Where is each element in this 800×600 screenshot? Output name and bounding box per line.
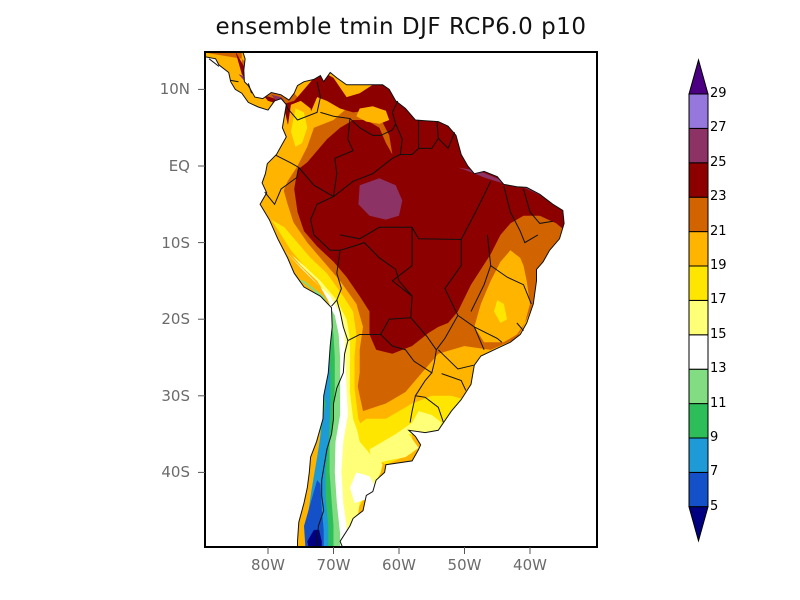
colorbar-over-triangle xyxy=(688,58,709,95)
plot-title: ensemble tmin DJF RCP6.0 p10 xyxy=(215,14,587,40)
country-border xyxy=(314,340,349,547)
lat-label-20s: 20S xyxy=(161,310,190,329)
country-border xyxy=(247,83,253,94)
country-border xyxy=(414,372,444,423)
band-below-5 xyxy=(307,529,322,547)
country-border xyxy=(409,395,416,423)
band-25-27-coast xyxy=(457,167,550,201)
country-border xyxy=(523,188,553,224)
colorbar-label: 15 xyxy=(710,326,727,342)
country-border xyxy=(437,132,456,150)
colorbar-label: 5 xyxy=(710,498,719,514)
colorbar-under-triangle xyxy=(688,506,709,543)
band-15-17-andes xyxy=(277,238,383,547)
colorbar-label: 17 xyxy=(710,292,727,308)
country-border xyxy=(435,239,462,351)
colorbar-label: 13 xyxy=(710,361,727,377)
country-border xyxy=(418,121,439,149)
band-17-19-spot xyxy=(494,300,508,323)
lon-ticks xyxy=(267,547,531,554)
band-15-17-pampas xyxy=(369,411,442,465)
country-border xyxy=(441,373,467,391)
lon-label-80w: 80W xyxy=(251,556,285,574)
colorbar-label: 27 xyxy=(710,120,727,136)
country-border xyxy=(349,100,399,136)
country-border xyxy=(208,58,220,67)
colorbar-label: 19 xyxy=(710,258,727,273)
colorbar-label: 23 xyxy=(710,189,727,205)
colorbar-label: 21 xyxy=(710,223,727,239)
colorbar-segment xyxy=(688,196,709,233)
lat-label-10s: 10S xyxy=(161,233,190,252)
colorbar-segment xyxy=(688,334,709,370)
colorbar-label: 29 xyxy=(710,86,727,101)
lat-label-30s: 30S xyxy=(161,386,190,405)
colorbar-label: 11 xyxy=(710,395,727,411)
band-25-27-amazon xyxy=(358,178,403,220)
country-border xyxy=(264,154,300,206)
country-border xyxy=(285,81,321,121)
map-frame xyxy=(204,51,598,548)
country-border xyxy=(490,265,532,305)
map-plot-area xyxy=(205,52,565,547)
colorbar-segment xyxy=(688,471,709,508)
lat-label-eq: EQ xyxy=(168,157,190,175)
band-19-21-east xyxy=(474,250,530,343)
country-border xyxy=(391,227,413,297)
country-border xyxy=(503,185,539,244)
temperature-field xyxy=(205,52,565,547)
colorbar-segment xyxy=(688,437,709,473)
country-border xyxy=(333,154,401,197)
lon-label-70w: 70W xyxy=(316,556,351,574)
country-border xyxy=(473,326,485,350)
country-border xyxy=(336,242,413,342)
lon-label-60w: 60W xyxy=(382,556,416,574)
lat-label-10n: 10N xyxy=(159,80,190,99)
colorbar-label: 9 xyxy=(710,430,719,445)
country-border xyxy=(380,317,437,374)
lon-label-50w: 50W xyxy=(447,556,482,574)
colorbar-segment xyxy=(688,299,709,336)
colorbar-segment xyxy=(688,265,709,301)
country-border xyxy=(395,120,420,155)
colorbar-segment xyxy=(688,162,709,198)
colorbar-segment xyxy=(688,231,709,267)
colorbar-label: 25 xyxy=(710,154,727,170)
colorbar-segment xyxy=(688,403,709,439)
colorbar-segment xyxy=(688,368,709,405)
country-border xyxy=(340,181,492,241)
lat-ticks xyxy=(198,88,205,473)
country-border xyxy=(229,79,239,83)
country-border xyxy=(470,234,492,312)
country-border xyxy=(298,167,342,307)
lat-label-40s: 40S xyxy=(161,463,190,482)
country-border xyxy=(516,322,524,332)
colorbar-segment xyxy=(688,127,709,164)
country-border xyxy=(437,349,474,370)
coastline xyxy=(205,52,565,547)
band-19-21-guiana xyxy=(356,106,390,124)
colorbar-segment xyxy=(688,93,709,129)
country-border xyxy=(457,314,503,343)
country-borders xyxy=(208,58,553,547)
country-border xyxy=(320,111,354,197)
colorbar-label: 7 xyxy=(710,464,719,480)
colorbar xyxy=(688,58,709,543)
lon-label-40w: 40W xyxy=(513,556,547,574)
